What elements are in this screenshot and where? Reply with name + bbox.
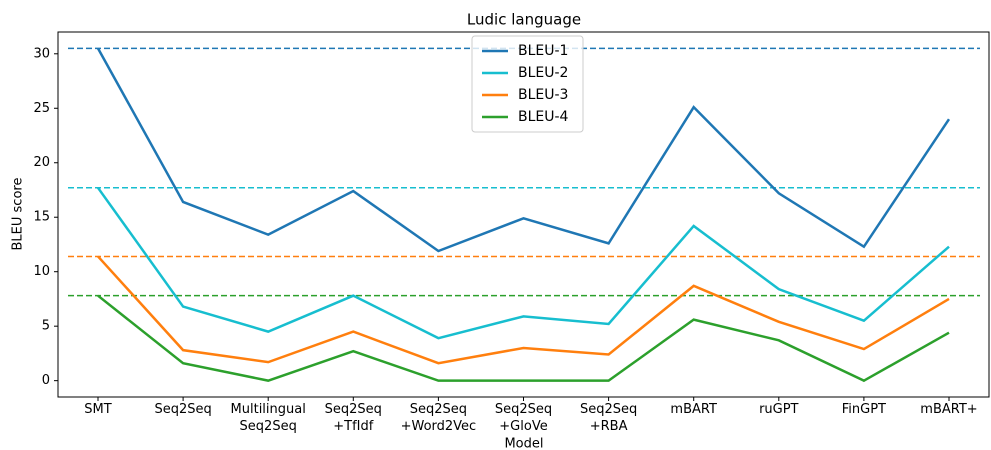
y-axis-label: BLEU score: [11, 178, 26, 251]
legend-box: [471, 35, 584, 133]
series-line: [96, 187, 950, 340]
legend-label: BLEU-1: [518, 43, 568, 59]
x-tick-label: Multilingual Seq2Seq: [230, 402, 306, 434]
series-line: [96, 47, 951, 253]
chart-title: Ludic language: [467, 11, 581, 29]
x-tick-label: ruGPT: [759, 402, 799, 417]
series-line: [97, 294, 950, 383]
x-tick-label: Seq2Seq +TfIdf: [324, 402, 382, 434]
y-tick-label: 5: [42, 319, 50, 334]
y-tick-label: 10: [33, 264, 50, 279]
legend-label: BLEU-4: [518, 109, 569, 125]
x-tick-label: mBART+: [920, 402, 978, 417]
x-tick-label: SMT: [84, 402, 112, 417]
y-tick-label: 25: [33, 101, 50, 116]
x-tick-label: FinGPT: [841, 402, 887, 417]
x-tick-label: mBART: [670, 402, 717, 417]
y-tick-label: 15: [33, 210, 50, 225]
y-tick-label: 20: [33, 155, 50, 170]
x-tick-label: Seq2Seq +GloVe: [494, 402, 553, 434]
series-line: [97, 255, 950, 365]
y-tick-label: 0: [42, 373, 50, 388]
legend-label: BLEU-3: [518, 87, 568, 103]
y-tick-label: 30: [33, 46, 50, 61]
x-tick-label: Seq2Seq: [154, 402, 212, 417]
x-axis-label: Model: [504, 437, 543, 450]
x-tick-label: Seq2Seq +Word2Vec: [400, 402, 477, 434]
legend-label: BLEU-2: [518, 65, 568, 81]
x-tick-label: Seq2Seq +RBA: [579, 402, 638, 434]
